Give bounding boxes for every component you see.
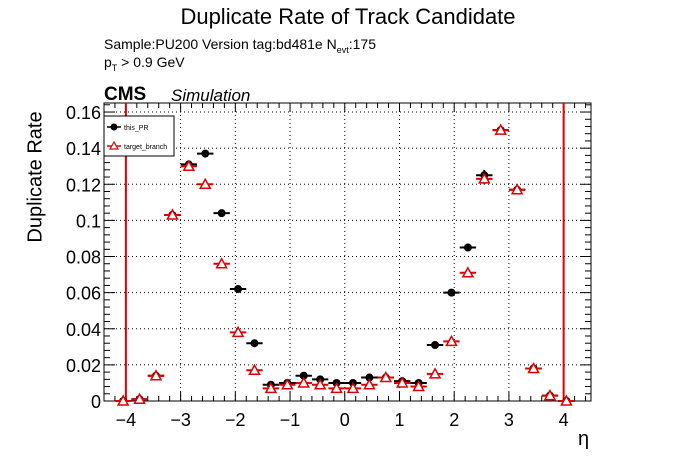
target-branch-point [313, 378, 327, 390]
this-pr-point [234, 285, 243, 294]
target-branch-point [264, 381, 278, 394]
target-branch-point [379, 370, 393, 383]
y-tick-label: 0.14 [66, 139, 101, 159]
target-branch-point [445, 334, 458, 347]
target-branch-point [395, 376, 409, 388]
sample-subscript: evt [336, 44, 349, 55]
x-tick-label: −1 [280, 410, 301, 430]
target-branch-point [149, 369, 163, 381]
target-branch-point [248, 363, 261, 376]
cms-label: CMS [104, 84, 147, 105]
y-tick-label: 0.04 [66, 320, 101, 340]
target-branch-point [510, 183, 524, 195]
x-tick-label: 0 [340, 410, 350, 430]
target-branch-point [116, 394, 130, 406]
y-tick-label: 0.1 [76, 211, 101, 231]
target-branch-point [182, 159, 196, 171]
sample-label: Sample:PU200 Version tag:bd481e N [104, 36, 337, 52]
this-pr-point [365, 373, 374, 382]
sample-suffix: :175 [348, 36, 376, 52]
this-pr-point [299, 371, 308, 380]
x-tick-label: −3 [170, 410, 191, 430]
target-branch-point [281, 378, 294, 390]
sample-info: Sample:PU200 Version tag:bd481e Nevt:175 [104, 36, 376, 55]
y-tick-label: 0 [91, 392, 101, 412]
this-pr-point [250, 339, 259, 348]
this-pr-point [201, 149, 210, 158]
this-pr-point [463, 243, 472, 252]
x-tick-label: 2 [449, 410, 459, 430]
pt-prefix: p [104, 54, 112, 70]
target-branch-point [428, 367, 442, 379]
pt-suffix: > 0.9 GeV [117, 54, 185, 70]
legend-label-target-branch: target_branch [124, 144, 167, 151]
target-branch-point [133, 392, 146, 404]
legend-label-this-pr: this_PR [124, 125, 149, 132]
this-pr-point [217, 209, 226, 218]
plot-frame [103, 102, 592, 402]
target-branch-point [461, 266, 475, 278]
pt-subscript: T [111, 62, 118, 73]
target-branch-point [330, 381, 343, 394]
target-branch-point [560, 394, 573, 406]
x-axis-label: η [578, 428, 590, 450]
this-pr-point [447, 288, 456, 297]
y-tick-label: 0.06 [66, 284, 101, 304]
x-tick-label: −4 [116, 410, 137, 430]
legend-marker-this-pr [110, 123, 118, 131]
target-branch-point [215, 257, 228, 269]
target-branch-point [346, 381, 360, 394]
target-branch-point [478, 172, 491, 184]
this-pr-point [431, 341, 440, 350]
x-tick-label: 3 [504, 410, 514, 430]
target-branch-point [412, 380, 425, 392]
x-tick-label: 1 [394, 410, 404, 430]
pt-cut-info: pT > 0.9 GeV [104, 54, 185, 73]
target-branch-point [543, 389, 557, 401]
chart-title: Duplicate Rate of Track Candidate [180, 4, 516, 29]
simulation-label: Simulation [171, 86, 251, 105]
x-tick-label: 4 [559, 410, 569, 430]
target-branch-point [198, 177, 212, 190]
y-tick-label: 0.12 [66, 175, 101, 195]
target-branch-point [297, 376, 310, 388]
y-tick-label: 0.16 [66, 103, 101, 123]
target-branch-point [363, 378, 376, 390]
target-branch-point [231, 325, 245, 338]
y-tick-label: 0.02 [66, 356, 101, 376]
legend-marker-target-branch [108, 140, 120, 150]
target-branch-point [527, 361, 540, 374]
target-branch-point [166, 208, 179, 220]
y-tick-label: 0.08 [66, 248, 101, 268]
target-branch-point [494, 123, 507, 135]
x-tick-label: −2 [225, 410, 246, 430]
